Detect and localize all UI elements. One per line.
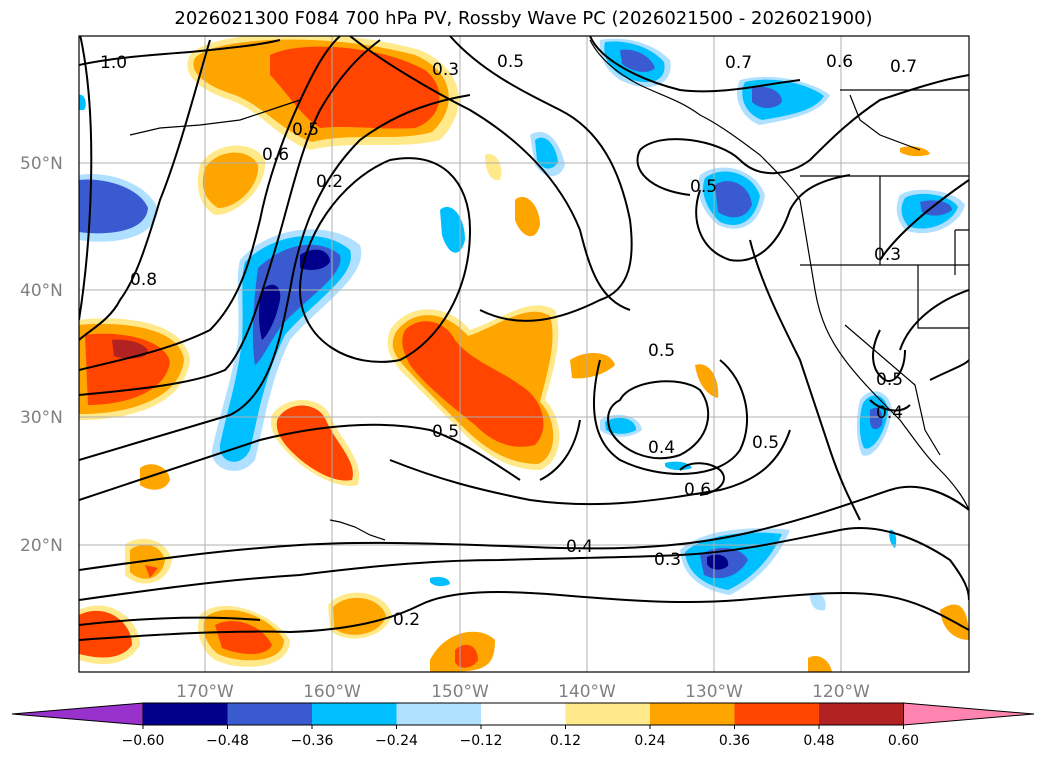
lon-label-120w: 120°W [812,682,870,702]
lat-label-50n: 50°N [20,154,63,174]
lon-label-150w: 150°W [431,682,489,702]
lon-label-140w: 140°W [558,682,616,702]
lon-labels: 170°W 160°W 150°W 140°W 130°W 120°W [176,682,870,702]
contour-label: 0.6 [826,52,853,72]
colorbar-tick-label: −0.60 [122,733,165,749]
contour-label: 0.3 [654,550,681,570]
map-frame [78,35,970,673]
contour-label: 0.5 [876,370,903,390]
lat-label-20n: 20°N [20,536,63,556]
contour-label: 0.5 [752,433,779,453]
colorbar-segment [227,703,312,725]
colorbar-segment [565,703,650,725]
colorbar-segment [396,703,481,725]
contour-label: 0.2 [316,172,343,192]
contour-label: 0.5 [432,422,459,442]
colorbar-extend-high [903,702,1035,726]
contour-label: 0.4 [648,438,675,458]
colorbar-segment [734,703,819,725]
contour-label: 0.2 [393,610,420,630]
pv-shading [79,36,969,672]
contour-label: 0.5 [292,120,319,140]
contour-labels: 1.0 0.5 0.3 0.7 0.6 0.7 0.6 0.5 0.2 0.5 … [100,52,917,630]
colorbar-tick-label: 0.60 [888,733,919,749]
contour-label: 0.8 [130,270,157,290]
contour-label: 0.7 [725,53,752,73]
colorbar-tick-label: −0.12 [460,733,503,749]
colorbar-tick-label: −0.48 [206,733,249,749]
contour-label: 0.3 [874,245,901,265]
pv-contours [79,36,969,641]
contour-label: 0.4 [566,537,593,557]
colorbar-segment [143,703,228,725]
colorbar-frame [142,702,904,726]
colorbar-tick-label: 0.24 [634,733,665,749]
colorbar: −0.60 −0.48 −0.36 −0.24 −0.12 0.12 0.24 0.36 0.4… [11,702,1035,749]
contour-label: 1.0 [100,53,127,73]
contour-label: 0.5 [690,177,717,197]
contour-label: 0.5 [497,52,524,72]
lat-labels: 50°N 40°N 30°N 20°N [20,154,63,556]
map-title: 2026021300 F084 700 hPa PV, Rossby Wave … [174,8,873,29]
contour-label: 0.4 [876,403,903,423]
colorbar-segment [819,703,904,725]
colorbar-tick-label: 0.12 [550,733,581,749]
contour-label: 0.6 [684,480,711,500]
contour-label: 0.3 [432,60,459,80]
coastlines [129,39,969,541]
colorbar-segment [650,703,735,725]
colorbar-tick-label: 0.48 [803,733,834,749]
lat-label-30n: 30°N [20,408,63,428]
contour-label: 0.5 [648,341,675,361]
lat-label-40n: 40°N [20,281,63,301]
colorbar-tick-label: −0.36 [291,733,334,749]
contour-label: 0.6 [262,145,289,165]
colorbar-segment [312,703,397,725]
colorbar-segment [481,703,566,725]
lon-label-160w: 160°W [303,682,361,702]
colorbar-extend-low [11,702,144,726]
colorbar-tick-label: −0.24 [375,733,418,749]
lon-label-170w: 170°W [176,682,234,702]
lon-label-130w: 130°W [685,682,743,702]
contour-label: 0.7 [890,57,917,77]
colorbar-tick-label: 0.36 [719,733,750,749]
